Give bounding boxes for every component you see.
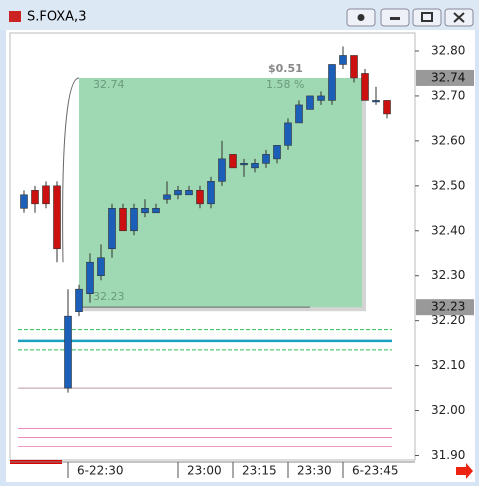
y-tick-label: 32.20 (431, 313, 465, 327)
y-tick-label: 32.80 (431, 43, 465, 57)
candle-body (152, 207, 160, 214)
candle-body (31, 190, 39, 205)
candle-body (130, 207, 138, 232)
scroll-arrow[interactable] (456, 463, 473, 479)
measure-connector (62, 77, 80, 263)
x-tick-label: 6-23:45 (352, 464, 399, 478)
candle-body (273, 145, 281, 160)
candle-body (86, 261, 94, 294)
y-tick-label: 32.60 (431, 133, 465, 147)
candle-body (20, 194, 28, 209)
candle-body (317, 95, 325, 101)
x-tick-label: 23:00 (187, 464, 222, 478)
window-title: S.FOXA,3 (27, 10, 86, 25)
candle-body (64, 315, 72, 389)
candle-body (372, 100, 380, 103)
minimize-icon (390, 17, 400, 20)
close-icon (453, 12, 465, 23)
candle-body (295, 104, 303, 124)
candle-body (350, 55, 358, 79)
maximize-button[interactable] (412, 8, 442, 27)
x-tick-label: 6-22:30 (77, 464, 124, 478)
candle-body (141, 207, 149, 214)
price-marker (416, 299, 474, 316)
y-tick-label: 32.40 (431, 223, 465, 237)
window-buttons[interactable] (346, 8, 474, 27)
candle-body (185, 190, 193, 196)
candle-body (218, 158, 226, 182)
y-tick-label: 32.30 (431, 268, 465, 282)
measure-end-label: 32.74 (93, 78, 125, 91)
candle-body (97, 257, 105, 277)
candle-body (75, 288, 83, 312)
candle-body (339, 55, 347, 65)
price-marker (416, 69, 474, 86)
candle-body (251, 163, 259, 169)
candle-body (240, 163, 248, 166)
y-tick-label: 32.50 (431, 178, 465, 192)
measure-box (79, 77, 362, 308)
candle-body (229, 154, 237, 169)
app-icon (9, 11, 21, 22)
candle-body (306, 95, 314, 110)
candle-body (361, 73, 369, 101)
maximize-icon (421, 12, 433, 22)
candle-body (284, 122, 292, 146)
y-tick-label: 32.10 (431, 358, 465, 372)
y-tick-label: 31.90 (431, 448, 465, 462)
candle-body (163, 194, 171, 200)
candle-body (262, 154, 270, 164)
price-marker-label: 32.74 (431, 70, 465, 84)
candle-body (328, 64, 336, 101)
candle-body (108, 207, 116, 250)
candle-body (53, 185, 61, 250)
y-tick-label: 32.00 (431, 403, 465, 417)
x-tick-label: 23:30 (297, 464, 332, 478)
pin-icon (357, 14, 365, 21)
candle-body (207, 181, 215, 205)
measure-change: $0.51 (268, 62, 303, 75)
measure-start-label: 32.23 (93, 290, 125, 303)
candle-body (119, 207, 127, 232)
x-tick-label: 23:15 (242, 464, 277, 478)
candle-body (42, 185, 50, 205)
candle-body (196, 190, 204, 205)
candle-body (174, 190, 182, 196)
price-marker-label: 32.23 (431, 300, 465, 314)
measure-percent: 1.58 % (266, 78, 304, 91)
candle-body (383, 100, 391, 115)
y-tick-label: 32.70 (431, 88, 465, 102)
